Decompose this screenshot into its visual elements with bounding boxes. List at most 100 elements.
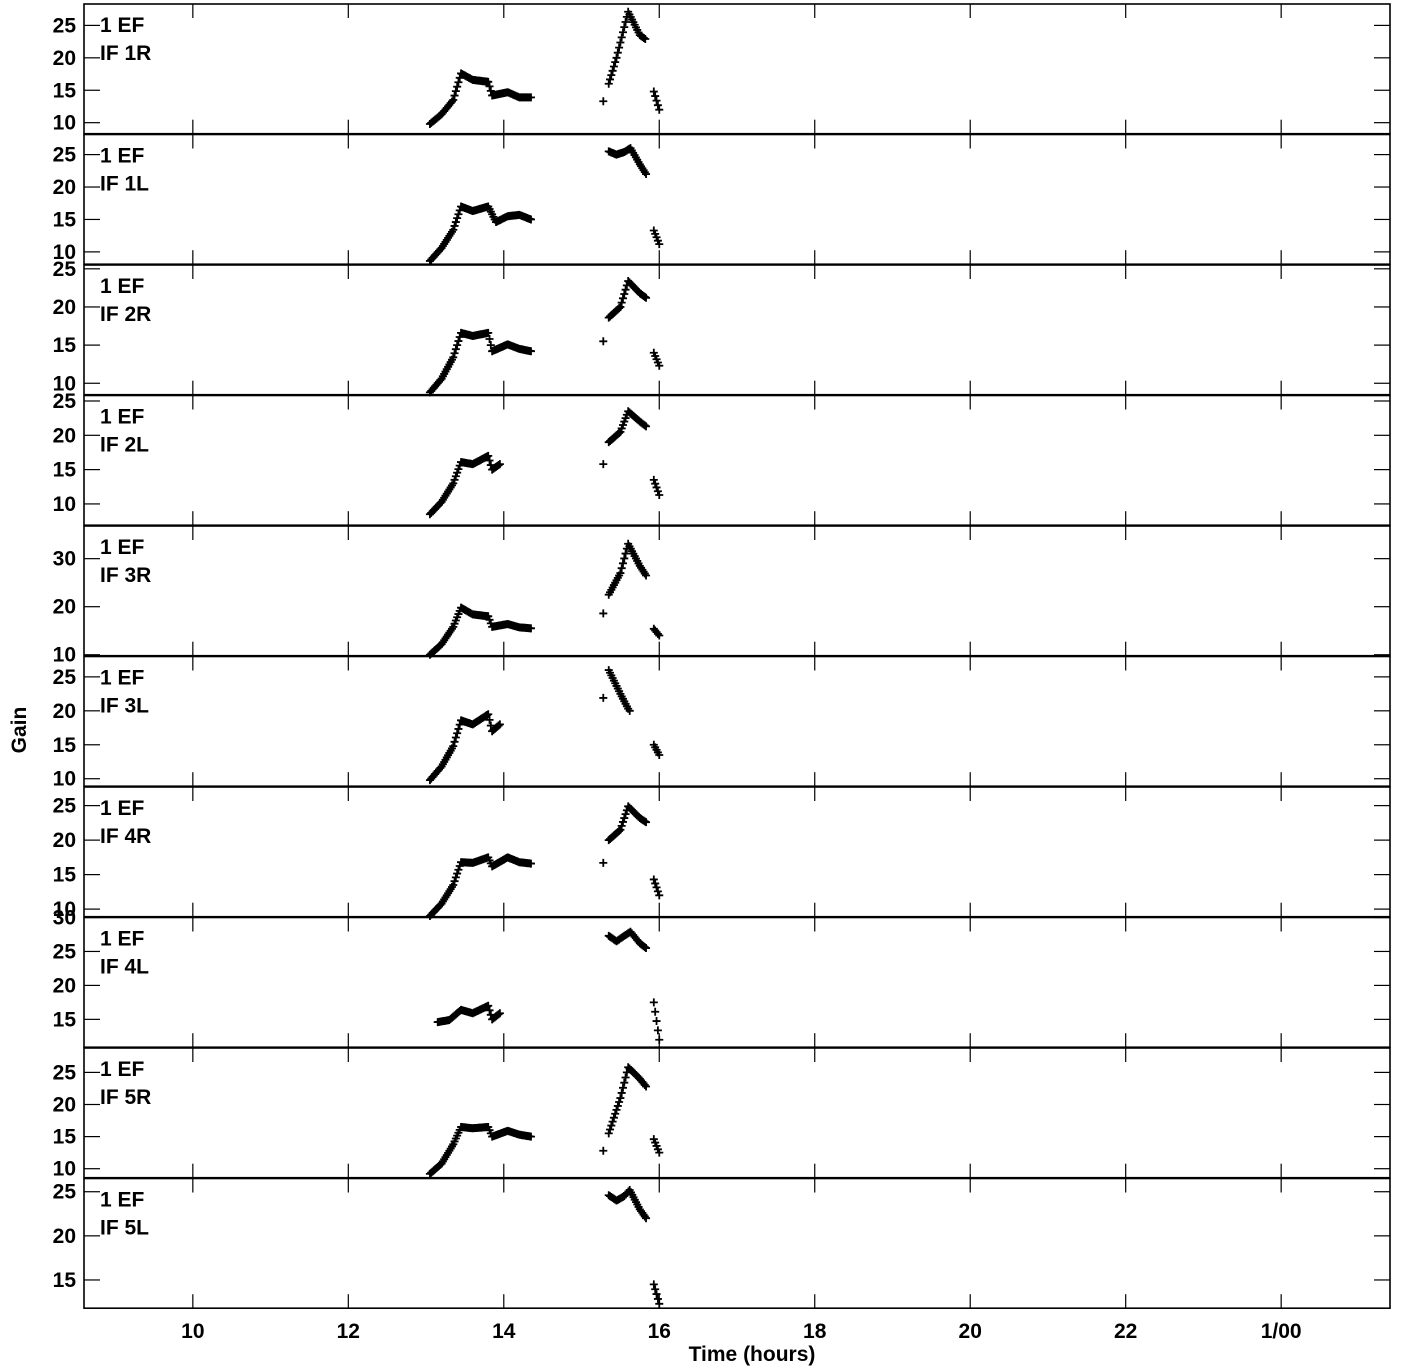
data-point [599, 1146, 608, 1155]
data-point [484, 328, 493, 337]
y-tick-label: 10 [53, 112, 76, 135]
data-point [652, 96, 661, 105]
data-point [615, 43, 624, 52]
data-point [653, 101, 662, 110]
data-point [453, 729, 462, 738]
data-point [621, 285, 630, 294]
panel-label-station: 1 EF [100, 797, 145, 820]
y-tick-label: 25 [53, 14, 77, 37]
data-point [606, 1125, 615, 1134]
data-point [617, 821, 626, 830]
y-tick-label: 10 [53, 768, 76, 791]
y-tick-label: 20 [53, 596, 76, 619]
data-point [484, 451, 493, 460]
data-point [599, 460, 608, 469]
y-tick-label: 20 [53, 974, 76, 997]
x-tick-label: 14 [492, 1320, 516, 1343]
panel-frame [83, 786, 1391, 918]
data-point [620, 23, 629, 32]
data-point [612, 53, 621, 62]
data-point [652, 1017, 661, 1026]
data-point [449, 742, 458, 751]
data-point [652, 483, 661, 492]
y-tick-label: 20 [53, 176, 76, 199]
data-point [449, 353, 458, 362]
panel-label-if: IF 5R [100, 1086, 151, 1109]
y-tick-label: 20 [53, 296, 76, 319]
data-point [485, 456, 494, 465]
y-tick-label: 15 [53, 1126, 77, 1149]
data-point [486, 86, 495, 95]
data-point [609, 62, 618, 71]
data-point [608, 66, 617, 75]
data-point [642, 293, 651, 302]
panel-if-1r: 10 15 20 25 1 EF IF 1R [53, 3, 1391, 135]
panel-frame [83, 1177, 1391, 1309]
data-point [485, 715, 494, 724]
data-point [599, 337, 608, 346]
data-point [651, 479, 660, 488]
data-point [454, 724, 463, 733]
data-point [655, 1148, 664, 1157]
data-point [526, 93, 535, 102]
panel-label-station: 1 EF [100, 1058, 145, 1081]
data-point [607, 1121, 616, 1130]
panel-if-1l: 10 15 20 25 1 EF IF 1L [53, 133, 1391, 265]
panel-frame [83, 916, 1391, 1048]
data-point [609, 1113, 618, 1122]
y-tick-label: 30 [53, 907, 76, 930]
data-point [604, 1129, 613, 1138]
x-tick-label: 10 [181, 1320, 204, 1343]
y-tick-label: 10 [53, 372, 76, 395]
x-axis-title: Time (hours) [689, 1343, 816, 1366]
data-point [640, 292, 649, 301]
data-point [640, 943, 649, 952]
data-point [651, 92, 660, 101]
data-point [451, 873, 460, 882]
panel-frame [83, 1047, 1391, 1179]
panel-label-if: IF 4L [100, 956, 149, 979]
data-point [621, 549, 630, 558]
data-point [642, 818, 651, 827]
panel-label-station: 1 EF [100, 667, 145, 690]
data-point [599, 609, 608, 618]
panel-if-3r: 10 20 30 1 EF IF 3R [53, 525, 1391, 667]
data-point [655, 240, 664, 249]
data-point [655, 361, 664, 370]
panel-frame [83, 3, 1391, 135]
y-tick-label: 10 [53, 493, 76, 516]
y-tick-label: 10 [53, 898, 76, 921]
data-point [640, 1212, 649, 1221]
data-point [526, 624, 535, 633]
data-point [649, 87, 658, 96]
panel-frame [83, 525, 1391, 657]
data-point [625, 706, 634, 715]
data-point [616, 569, 625, 578]
data-point [651, 1285, 660, 1294]
data-point [484, 710, 493, 719]
data-point [611, 1109, 620, 1118]
data-point [450, 737, 459, 746]
data-point [655, 631, 664, 640]
data-point [642, 422, 651, 431]
data-point [649, 475, 658, 484]
data-point [617, 298, 626, 307]
data-point [453, 82, 462, 91]
data-point [453, 869, 462, 878]
panel-label-if: IF 1L [100, 173, 149, 196]
x-tick-label: 16 [648, 1320, 671, 1343]
data-point [606, 75, 615, 84]
panel-label-station: 1 EF [100, 275, 145, 298]
data-point [640, 421, 649, 430]
panel-label-station: 1 EF [100, 406, 145, 429]
data-point [604, 79, 613, 88]
y-tick-label: 20 [53, 1094, 76, 1117]
data-point [655, 491, 664, 500]
data-point [615, 429, 624, 438]
data-point [620, 554, 629, 563]
data-point [621, 18, 630, 27]
data-point [652, 1290, 661, 1299]
panel-label-station: 1 EF [100, 536, 145, 559]
data-point [642, 170, 651, 179]
